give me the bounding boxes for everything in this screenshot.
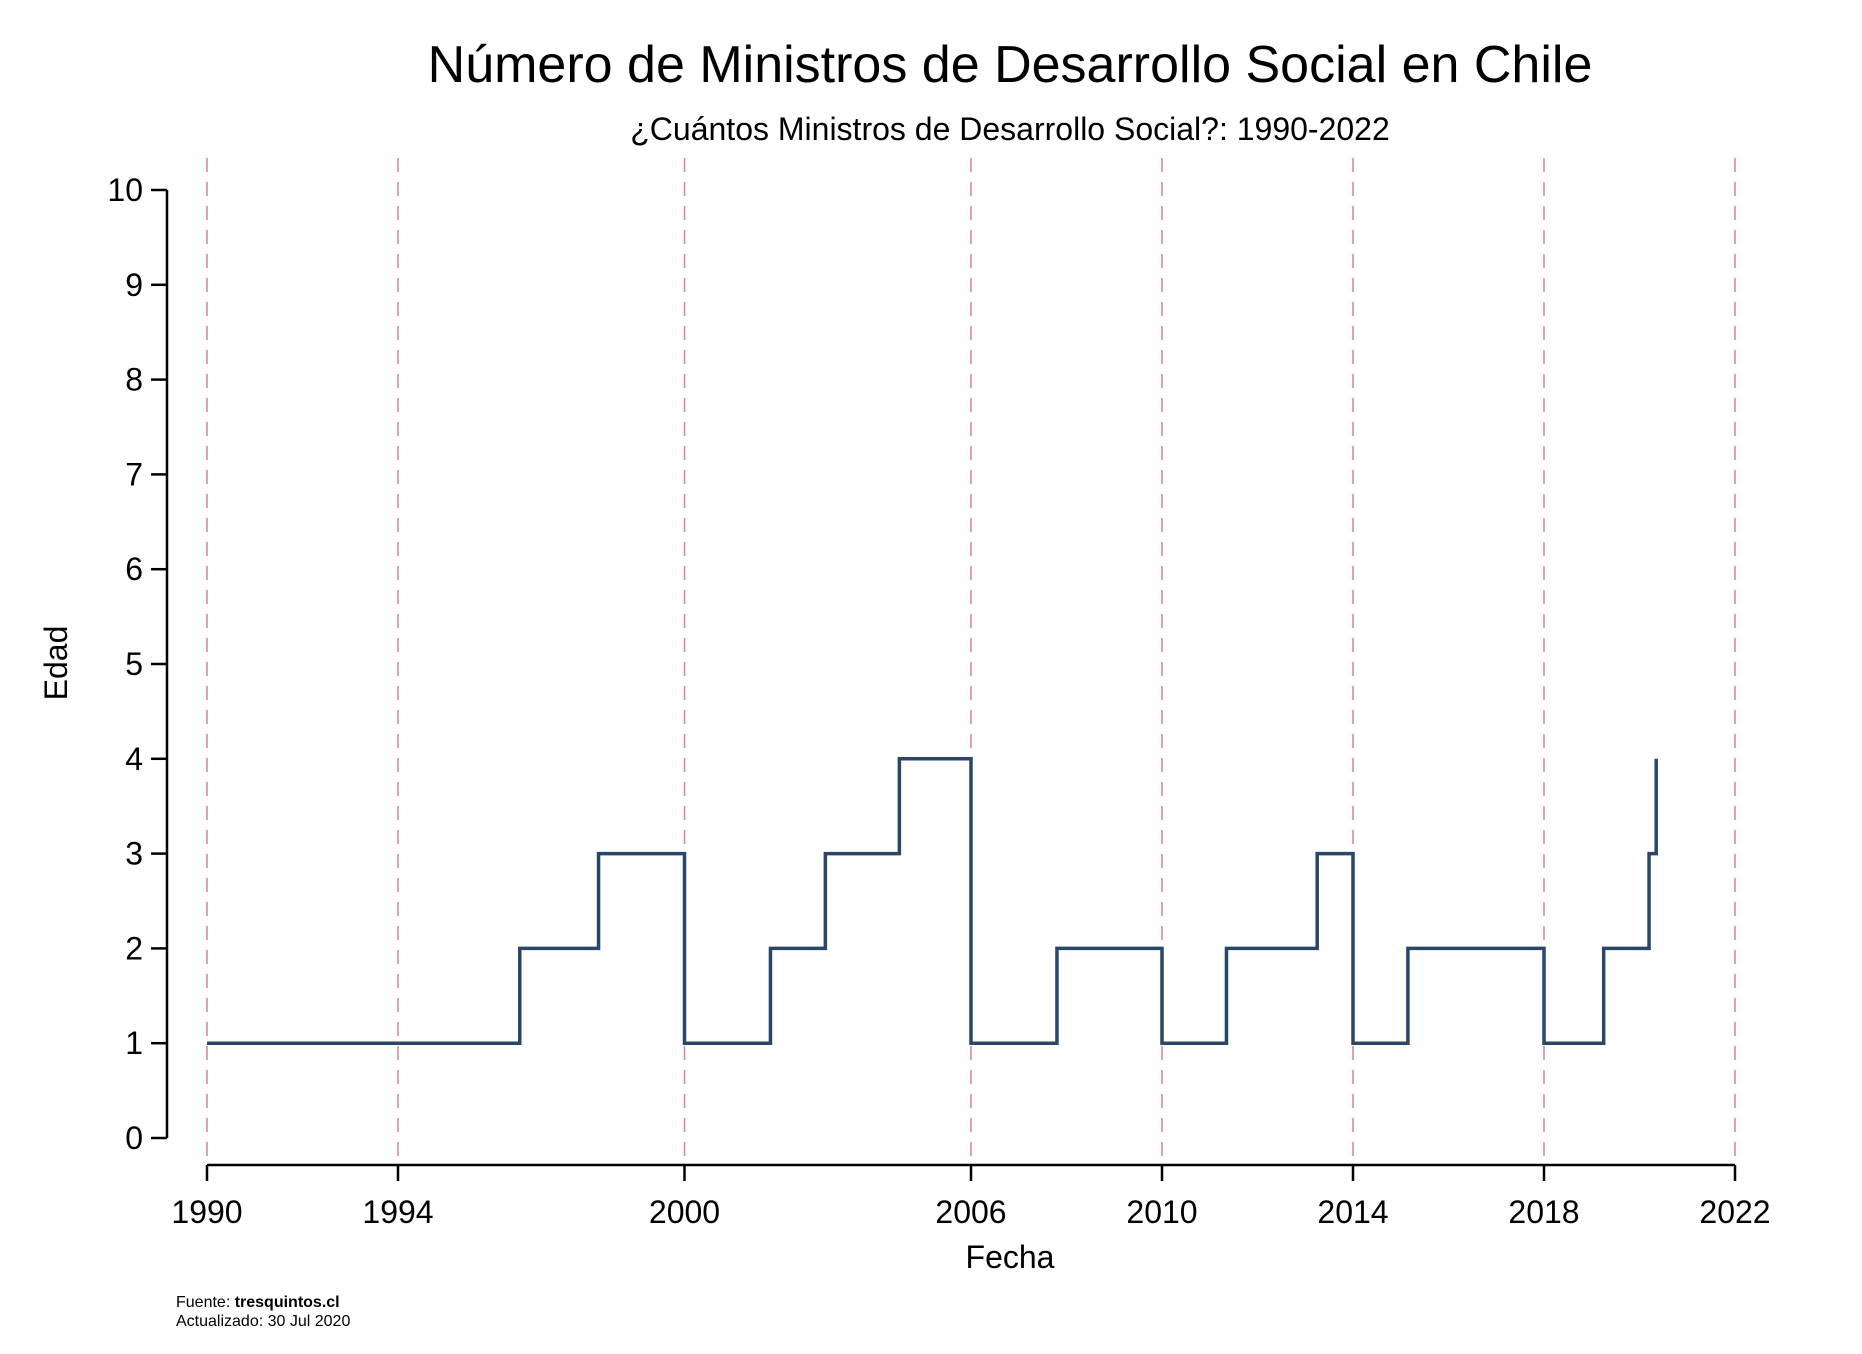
x-tick-label-2000: 2000 xyxy=(649,1194,720,1230)
series-group xyxy=(207,757,1658,1045)
y-tick-label-3: 3 xyxy=(125,836,143,872)
series-line-1 xyxy=(207,757,1658,1045)
source-note: Fuente: tresquintos.cl xyxy=(176,1294,340,1311)
y-tick-label-1: 1 xyxy=(125,1025,143,1061)
chart-subtitle: ¿Cuántos Ministros de Desarrollo Social?… xyxy=(630,111,1390,147)
y-tick-label-8: 8 xyxy=(125,362,143,398)
x-tick-label-2022: 2022 xyxy=(1699,1194,1770,1230)
y-tick-label-10: 10 xyxy=(107,172,143,208)
x-tick-label-2018: 2018 xyxy=(1508,1194,1579,1230)
y-tick-label-0: 0 xyxy=(125,1120,143,1156)
y-tick-label-9: 9 xyxy=(125,267,143,303)
source-value: tresquintos.cl xyxy=(235,1294,340,1311)
updated-note: Actualizado: 30 Jul 2020 xyxy=(176,1313,350,1330)
x-tick-label-1990: 1990 xyxy=(171,1194,242,1230)
y-tick-label-6: 6 xyxy=(125,551,143,587)
x-tick-label-2010: 2010 xyxy=(1126,1194,1197,1230)
chart-title: Número de Ministros de Desarrollo Social… xyxy=(428,36,1593,94)
x-axis-title: Fecha xyxy=(966,1239,1055,1275)
y-tick-label-7: 7 xyxy=(125,456,143,492)
x-tick-label-2014: 2014 xyxy=(1317,1194,1388,1230)
x-tick-label-2006: 2006 xyxy=(935,1194,1006,1230)
y-tick-label-2: 2 xyxy=(125,930,143,966)
y-axis: 0 1 2 3 4 5 6 7 8 9 10 xyxy=(107,172,169,1156)
x-tick-label-1994: 1994 xyxy=(362,1194,433,1230)
y-axis-title: Edad xyxy=(38,626,74,701)
y-tick-label-5: 5 xyxy=(125,646,143,682)
source-label: Fuente: xyxy=(176,1294,235,1311)
x-axis: 1990 1994 2000 2006 2010 2014 2018 2022 xyxy=(171,1163,1771,1230)
y-tick-label-4: 4 xyxy=(125,741,143,777)
